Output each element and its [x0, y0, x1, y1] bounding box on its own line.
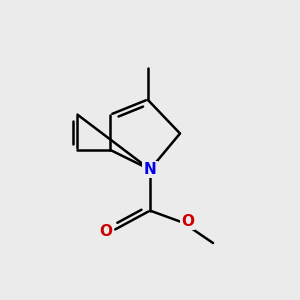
Text: O: O [181, 214, 194, 229]
Text: O: O [99, 224, 112, 239]
Text: N: N [144, 162, 156, 177]
